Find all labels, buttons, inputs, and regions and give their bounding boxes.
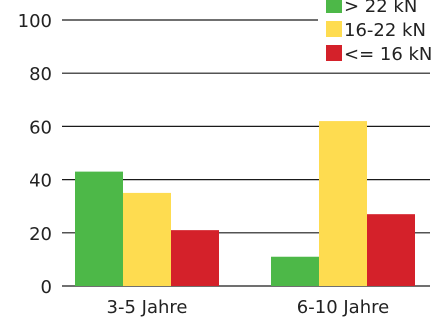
y-tick-label: 100: [18, 11, 52, 32]
x-category-label: 3-5 Jahre: [107, 297, 188, 318]
legend-label: > 22 kN: [344, 0, 417, 17]
y-tick-label: 60: [29, 117, 52, 138]
bar-2-3: [367, 214, 415, 286]
y-axis-ticks: 0 20 40 60 80 100: [18, 11, 52, 298]
bar-1-3: [171, 230, 219, 286]
legend-swatch: [326, 0, 342, 13]
y-tick-label: 20: [29, 224, 52, 245]
legend-swatch: [326, 21, 342, 37]
y-tick-label: 80: [29, 64, 52, 85]
bar-2-1: [271, 256, 319, 286]
legend: > 22 kN 16-22 kN <= 16 kN: [318, 0, 444, 70]
bars: [75, 121, 415, 286]
y-tick-label: 0: [41, 277, 52, 298]
y-tick-label: 40: [29, 171, 52, 192]
legend-swatch: [326, 45, 342, 61]
bar-2-2: [319, 121, 367, 286]
legend-label: <= 16 kN: [344, 44, 432, 65]
bar-1-1: [75, 171, 123, 286]
x-category-label: 6-10 Jahre: [297, 297, 389, 318]
x-axis-categories: 3-5 Jahre 6-10 Jahre: [107, 297, 390, 318]
bar-1-2: [123, 192, 171, 286]
legend-label: 16-22 kN: [344, 20, 426, 41]
